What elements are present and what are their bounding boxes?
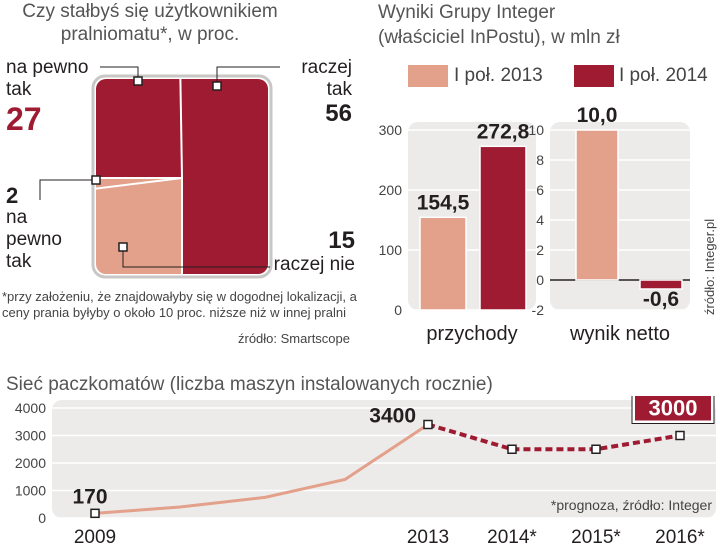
legend-swatch-2014 (574, 65, 614, 87)
legend-swatch-2013 (408, 65, 448, 87)
line-note-text: *prognoza, źródło: Integer (550, 497, 712, 513)
bar-value-label: 154,5 (417, 191, 470, 214)
x-tick-label: 2013 (407, 527, 449, 548)
pie-value-56: 56 (325, 100, 352, 127)
bar-wynik-netto-1 (639, 279, 683, 290)
bar-wynik-netto-0 (575, 129, 619, 281)
y-tick-label: 6 (536, 182, 544, 198)
bar-value-label: 272,8 (477, 120, 530, 143)
pie-label-raczej-nie-15: 15 raczej nie (255, 228, 355, 276)
line-point-marker (507, 444, 517, 454)
y-tick-label: 4000 (15, 400, 46, 416)
x-tick-label: 2016* (655, 527, 705, 548)
y-tick-label: 0 (394, 302, 402, 318)
pie-label-text: raczej tak (301, 57, 352, 100)
pie-slice-na-pewno-tak-27 (96, 79, 182, 178)
line-label-last: 3000 (649, 396, 698, 421)
bar-category-label: wynik netto (569, 323, 670, 345)
line-label-last-box (635, 396, 711, 421)
x-tick-label: 2009 (74, 527, 116, 548)
bar-value-label: 10,0 (577, 104, 618, 127)
y-tick-label: 1000 (15, 483, 46, 499)
pie-label-na-pewno-tak-27: na pewno tak 27 (6, 57, 101, 137)
bar-value-label: -0,6 (643, 288, 679, 311)
y-tick-label: 100 (379, 242, 403, 258)
leader-na-pewno-tak-2 (39, 179, 95, 200)
line-point-marker (591, 444, 601, 454)
leader-raczej-tak-56 (216, 66, 280, 83)
y-tick-label: -2 (532, 302, 545, 318)
line-label-peak: 3400 (369, 405, 416, 428)
line-chart-title: Sieć paczkomatów (liczba maszyn instalow… (6, 374, 493, 396)
legend-label-2013: I poł. 2013 (454, 65, 543, 86)
line-label-first: 170 (72, 485, 107, 508)
pie-value-2: 2 (6, 183, 19, 208)
line-series-forecast (427, 422, 681, 452)
y-tick-label: 4 (536, 212, 544, 228)
pie-slice-raczej-tak-56 (180, 79, 268, 274)
y-tick-label: 2000 (15, 455, 46, 471)
bar-przychody-0 (419, 216, 467, 311)
pie-chart (39, 66, 280, 279)
pie-chart-title: Czy stałbyś się użytkownikiem pralniomat… (0, 0, 300, 46)
line-footnote: *prognoza, źródło: Integer (500, 497, 712, 513)
x-tick-label: 2015* (571, 527, 621, 548)
bar-chart-title: Wyniki Grupy Integer (właściciel InPostu… (378, 0, 638, 50)
line-series-actual (94, 423, 429, 515)
pie-source: źródło: Smartscope (200, 331, 350, 346)
pie-label-text: na pewno tak (6, 57, 89, 100)
pie-label-text: raczej nie (273, 254, 355, 275)
bar-legend: I poł. 2013 I poł. 2014 (408, 63, 718, 89)
bar-category-label: przychody (426, 323, 517, 345)
leader-raczej-nie-15 (122, 247, 270, 268)
y-tick-label: 3000 (15, 428, 46, 444)
y-tick-label: 0 (38, 510, 46, 526)
bar-przychody-1 (479, 145, 527, 311)
bar-side-source-text: źródło: Integer.pl (702, 218, 717, 315)
line-point-marker (675, 430, 685, 441)
legend-label-2014: I poł. 2014 (619, 65, 708, 86)
line-point-marker (423, 419, 433, 430)
y-tick-label: 0 (536, 272, 544, 288)
pie-value-27: 27 (6, 101, 42, 137)
pie-slice-raczej-nie-15 (96, 178, 182, 274)
line-title-text: Sieć paczkomatów (liczba maszyn instalow… (6, 374, 493, 395)
line-point-marker (90, 508, 100, 519)
pie-label-raczej-tak-56: raczej tak 56 (282, 57, 352, 127)
bar-side-source: źródło: Integer.pl (702, 140, 720, 320)
bar-title-text: Wyniki Grupy Integer (właściciel InPostu… (378, 2, 620, 48)
y-tick-label: 10 (528, 122, 544, 138)
pie-title-text: Czy stałbyś się użytkownikiem pralniomat… (22, 1, 278, 45)
y-tick-label: 2 (536, 242, 544, 258)
pie-label-na-pewno-tak-2: 2 na pewno tak (6, 183, 62, 273)
bar-charts: 300 200 100 0 154,5 272,8 przychody 10 8 6 4 2 0 -2 10… (379, 104, 690, 345)
pie-label-text: na pewno tak (6, 207, 62, 272)
y-tick-label: 200 (379, 182, 403, 198)
line-plot-bg (52, 400, 716, 518)
x-tick-label: 2014* (487, 527, 537, 548)
y-tick-label: 300 (379, 122, 403, 138)
pie-value-15: 15 (328, 227, 355, 254)
line-chart: 4000 3000 2000 1000 0 170 3400 3000 2009 2013 2014… (15, 396, 716, 548)
pie-note-text: *przy założeniu, że znajdowałyby się w d… (2, 289, 357, 320)
pie-source-text: źródło: Smartscope (238, 331, 350, 346)
y-tick-label: 8 (536, 152, 544, 168)
pie-footnote: *przy założeniu, że znajdowałyby się w d… (2, 289, 364, 321)
